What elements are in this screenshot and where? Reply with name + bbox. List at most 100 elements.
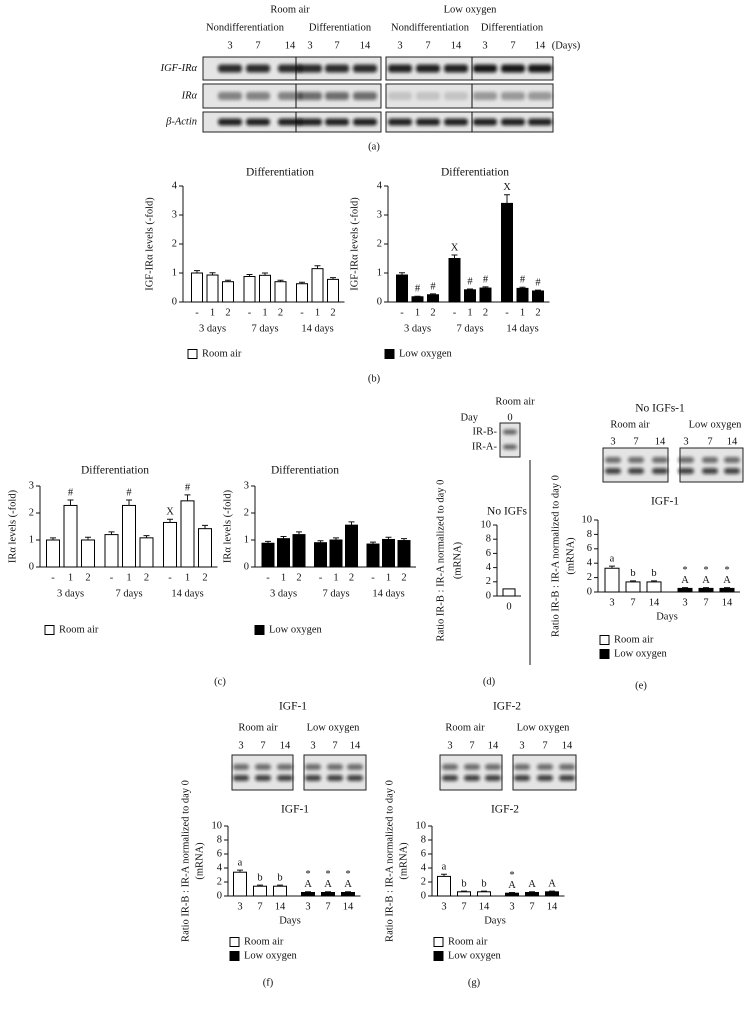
day-label: 7 — [334, 40, 339, 51]
blot-band — [724, 457, 740, 463]
legend-swatch — [599, 649, 610, 659]
blot-band — [278, 64, 302, 73]
day-label: 14 — [350, 740, 361, 751]
x-tick-label: 0 — [506, 601, 511, 612]
blot-band — [246, 92, 270, 100]
error-bar — [167, 518, 173, 523]
x-tick-label: 1 — [415, 307, 420, 318]
group-label: 3 days — [57, 588, 84, 599]
blot-band — [473, 64, 497, 73]
bar — [437, 875, 451, 897]
day-label: 14 — [727, 436, 738, 447]
panel-label: (f) — [263, 977, 274, 988]
chart-title: Differentiation — [81, 465, 149, 477]
annotation: # — [126, 487, 132, 498]
bar — [516, 287, 529, 303]
annotation: X — [166, 507, 174, 518]
error-bar — [509, 892, 515, 894]
row-label: IRα — [181, 90, 198, 101]
bar — [314, 542, 327, 568]
chart-title: Differentiation — [271, 465, 339, 477]
bar — [604, 567, 620, 593]
x-tick-label: 2 — [349, 572, 354, 583]
group-label: Nondifferentiation — [206, 22, 285, 33]
gel-title: Room air — [495, 396, 535, 407]
error-bar — [414, 295, 421, 297]
blot-band — [218, 92, 242, 100]
blot-band — [218, 118, 242, 126]
blot-band — [444, 64, 468, 73]
x-tick-label: 1 — [68, 572, 73, 583]
legend-label: Room air — [59, 624, 99, 635]
x-tick-label: 3 — [682, 597, 687, 608]
error-bar — [225, 279, 231, 282]
blot-band — [514, 775, 530, 781]
day-label: 3 — [307, 40, 312, 51]
day-label: 3 — [519, 740, 524, 751]
x-tick-label: 14 — [547, 901, 558, 912]
x-tick-label: 2 — [278, 307, 283, 318]
bar — [296, 283, 308, 303]
annotation: # — [68, 487, 74, 498]
blot-band — [233, 775, 249, 781]
y-tick-label: 0 — [587, 586, 592, 597]
x-tick-label: 2 — [483, 307, 488, 318]
y-tick-label: 6 — [587, 543, 592, 554]
blot-band — [464, 775, 480, 781]
error-bar — [682, 587, 688, 589]
blot-band — [652, 468, 668, 474]
x-tick-label: 2 — [401, 572, 406, 583]
bar — [457, 891, 471, 897]
x-tick-label: - — [266, 572, 270, 583]
panel-label: (g) — [468, 977, 481, 988]
blot-band — [628, 457, 644, 463]
bar — [46, 539, 60, 568]
blot-band — [473, 118, 497, 126]
blot-band — [298, 118, 322, 126]
day-label: 3 — [447, 740, 452, 751]
error-bar — [482, 286, 489, 289]
bar — [253, 885, 267, 897]
day-label: 7 — [425, 40, 430, 51]
x-tick-label: 1 — [185, 572, 190, 583]
bar — [646, 581, 662, 593]
bar — [233, 871, 247, 897]
legend-swatch — [44, 625, 55, 635]
blot-band — [559, 764, 575, 770]
x-axis-label: Days — [484, 915, 506, 926]
legend-swatch — [229, 937, 240, 947]
error-bar — [330, 277, 336, 280]
blot-band — [528, 118, 552, 126]
blot-band — [298, 64, 322, 73]
error-bar — [184, 494, 191, 501]
blot-band — [444, 92, 468, 100]
x-tick-label: 14 — [722, 597, 733, 608]
blot-band — [702, 468, 718, 474]
legend-swatch — [599, 635, 610, 645]
annotation: b — [257, 873, 262, 884]
annotation: a — [610, 553, 615, 564]
y-tick-label: 8 — [217, 834, 222, 845]
panel-label: (d) — [483, 676, 496, 687]
blot-band — [514, 764, 530, 770]
day-label: 14 — [488, 740, 499, 751]
x-tick-label: 3 — [441, 901, 446, 912]
day-label: 14 — [451, 40, 462, 51]
day-label: 14 — [285, 40, 296, 51]
blot-band — [325, 92, 349, 100]
panel-label: (e) — [635, 680, 647, 691]
bar — [532, 290, 544, 303]
y-tick-label: 2 — [172, 238, 177, 249]
day-label: 7 — [260, 740, 265, 751]
x-tick-label: 2 — [430, 307, 435, 318]
y-tick-label: 2 — [486, 576, 491, 587]
blot-band — [255, 764, 271, 770]
annotation: A — [344, 879, 352, 890]
blot-band — [327, 775, 343, 781]
x-tick-label: 1 — [467, 307, 472, 318]
annotation: * — [325, 869, 330, 880]
day-label: 7 — [542, 740, 547, 751]
day-label: 3 — [610, 436, 615, 447]
error-bar — [143, 535, 150, 538]
chart-title: Differentiation — [246, 167, 314, 179]
